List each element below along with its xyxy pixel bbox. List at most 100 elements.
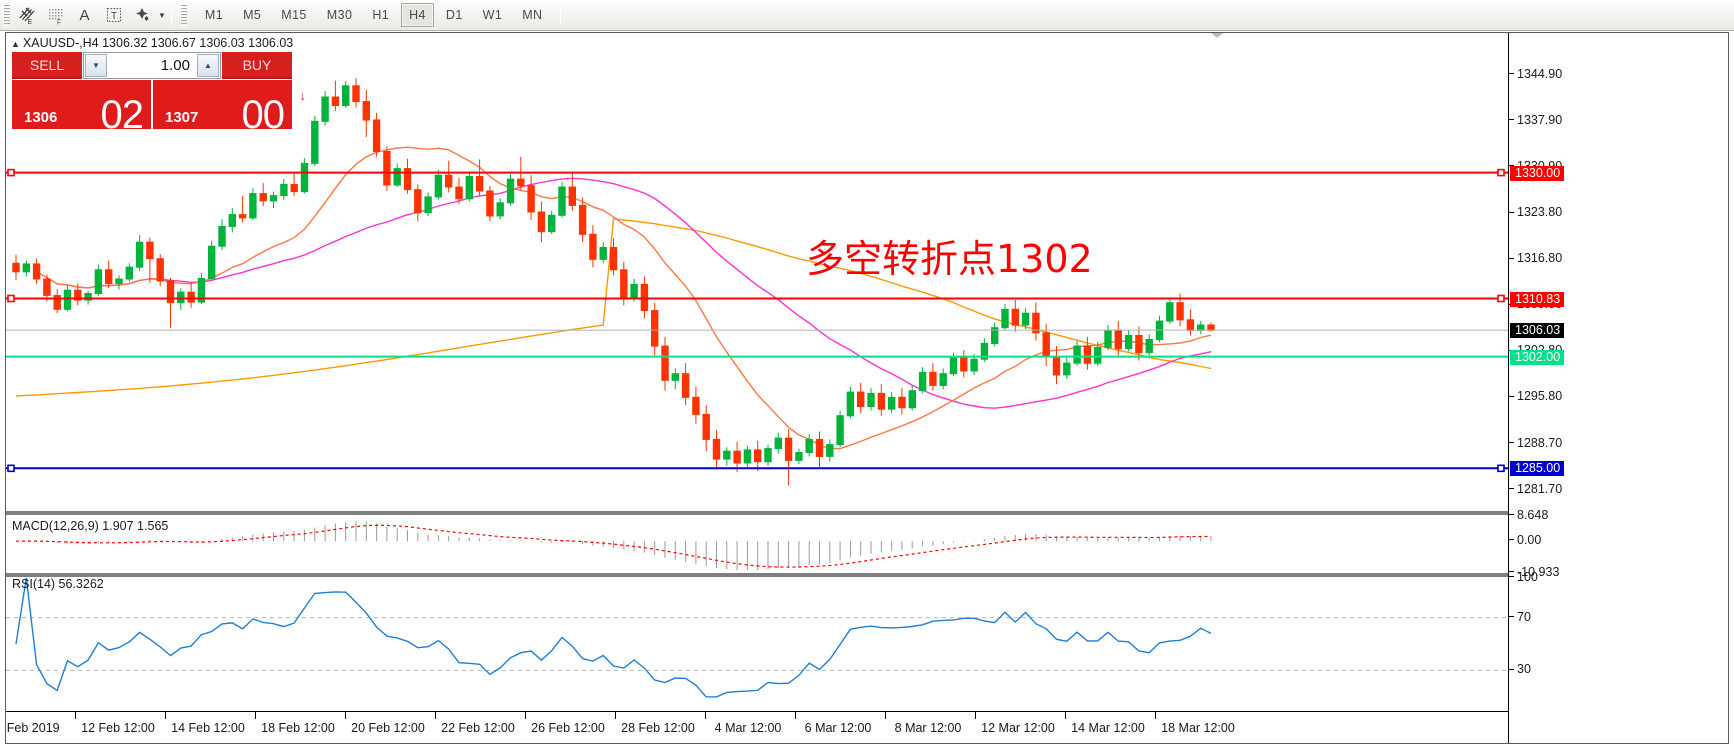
chart-window[interactable]: ▲ XAUUSD-,H4 1306.32 1306.67 1306.03 1306… [5,32,1729,744]
timeframe-w1-button[interactable]: W1 [482,8,503,22]
toolbar-grip-2[interactable] [179,4,187,26]
candle-body [331,96,340,106]
candle-body [311,120,319,164]
timeframe-h4-button[interactable]: H4 [401,3,434,27]
candle-body [1124,335,1133,350]
timeframe-m30-button[interactable]: M30 [326,8,353,22]
candle-body [1145,339,1153,354]
price-chart-svg [6,77,1508,698]
price-tag-red[interactable]: 1310.83 [1510,291,1565,307]
indicators-icon[interactable]: E [13,3,40,28]
resistance-line-1310-handle-right [1497,294,1505,303]
candle-body [1073,345,1081,364]
one-click-trading-panel[interactable]: SELL ▼ 1.00 ▲ BUY 1306 02 1307 00 ↓ [12,52,306,129]
candle-body [661,345,669,381]
shapes-icon[interactable] [129,3,156,28]
ma-salmon-line [36,146,1212,450]
ma-magenta-line [57,177,1212,409]
candle-body [372,119,381,152]
candle-body [733,450,741,464]
text-glyph: A [79,6,90,24]
timeframe-d1-button[interactable]: D1 [445,8,463,22]
candle-body [53,295,61,310]
chart-scroll-caret-icon[interactable] [1211,33,1223,38]
rsi-tick-label: 70 [1509,610,1531,624]
candle-body [12,262,20,273]
svg-text:E: E [27,19,32,25]
timeframe-m5-button[interactable]: M5 [243,8,262,22]
price-tag-black[interactable]: 1306.03 [1510,323,1565,339]
time-tick-label: 6 Mar 12:00 [804,721,872,735]
candle-body [63,289,72,310]
candle-body [94,269,103,295]
support-line-1285-handle [7,464,15,473]
collapse-icon[interactable]: ▲ [11,39,20,49]
candle-body [352,85,360,103]
candle-body [105,269,113,285]
time-tick-label: 18 Mar 12:00 [1161,721,1235,735]
rsi-indicator-label: RSI(14) 56.3262 [12,577,104,591]
sell-price-fraction: 02 [100,93,144,129]
text-icon[interactable]: A [71,3,98,28]
buy-button[interactable]: BUY [222,52,292,79]
svg-text:T: T [110,11,116,22]
candle-body [578,204,587,235]
grid-icon[interactable]: F [42,3,69,28]
candle-body [888,396,896,410]
candle-body [506,178,515,204]
price-axis[interactable]: 1344.901337.901330.901323.801316.801309.… [1508,33,1728,743]
price-tag-green[interactable]: 1302.00 [1510,349,1565,365]
buy-price-fraction: 00 [241,93,285,129]
candle-body [836,415,844,446]
candle-body [620,269,628,298]
symbol-header: ▲ XAUUSD-,H4 1306.32 1306.67 1306.03 1306… [11,36,293,50]
candle-body [970,358,978,372]
candle-body [1001,308,1009,329]
time-tick-mark [165,712,166,719]
candle-body [589,233,597,260]
timeframe-h1-button[interactable]: H1 [372,8,390,22]
grid-glyph: F [48,9,62,25]
candle-body [1094,346,1102,364]
candle-body [1021,312,1030,326]
candle-body [898,396,906,409]
rsi-tick-label: 100 [1509,570,1538,584]
candle-body [1186,319,1195,331]
time-tick-label: 14 Feb 12:00 [171,721,245,735]
timeframe-m15-button[interactable]: M15 [281,8,307,22]
candle-body [84,293,92,301]
sell-button[interactable]: SELL [12,52,82,79]
candle-body [702,413,710,440]
volume-decrement-button[interactable]: ▼ [85,54,107,77]
candle-body [238,214,247,219]
price-tag-blue[interactable]: 1285.00 [1510,461,1565,477]
candle-body [517,178,525,187]
sell-price-block[interactable]: 1306 02 [12,80,151,129]
volume-stepper[interactable]: ▼ 1.00 ▲ [83,52,221,79]
candle-body [681,373,690,398]
candle-body [32,263,41,280]
symbol-header-text: XAUUSD-,H4 1306.32 1306.67 1306.03 1306.… [22,36,294,50]
plot-area[interactable]: 多空转折点1302 MACD(12,26,9) 1.907 1.565 RSI(… [6,33,1508,743]
timeframe-mn-button[interactable]: MN [522,8,543,22]
candle-body [218,226,226,247]
text-label-icon[interactable]: T [100,3,127,28]
shapes-dropdown-caret[interactable]: ▼ [158,10,166,20]
buy-price-block[interactable]: 1307 00 [153,80,292,129]
time-tick-mark [435,712,436,719]
candle-body [846,391,855,417]
candle-body [991,327,999,345]
time-tick-label: 14 Mar 12:00 [1071,721,1145,735]
volume-increment-button[interactable]: ▲ [197,54,219,77]
price-tag-red[interactable]: 1330.00 [1510,165,1565,181]
timeframe-m1-button[interactable]: M1 [204,8,224,22]
candle-body [1104,329,1112,348]
candle-body [1032,312,1040,334]
toolbar-grip-1[interactable] [3,4,10,26]
candle-body [815,438,824,457]
time-axis[interactable]: 8 Feb 2019 12 Feb 12:00 14 Feb 12:00 18 Feb… [6,711,1508,743]
candle-body [434,174,443,198]
candle-body [1042,332,1050,358]
volume-value[interactable]: 1.00 [160,57,190,74]
candle-body [1176,302,1184,321]
